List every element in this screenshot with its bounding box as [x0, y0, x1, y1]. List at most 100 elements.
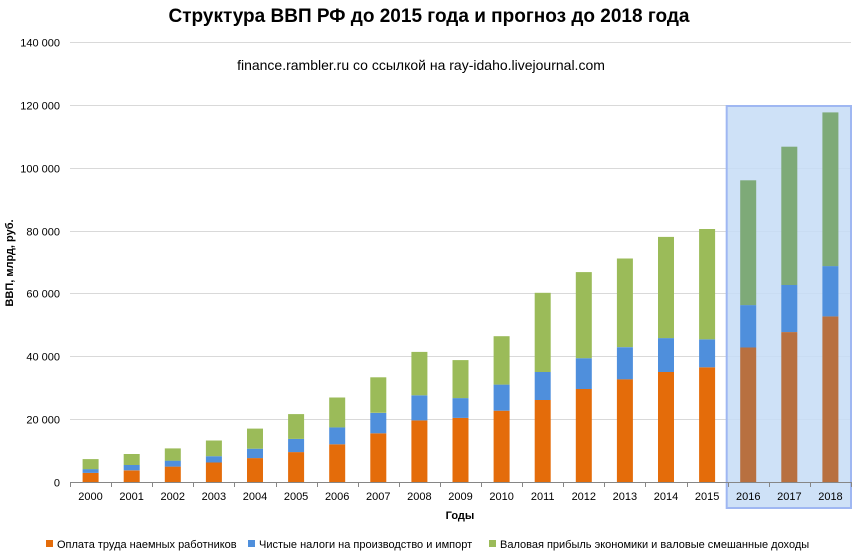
y-tick-label: 100 000 — [20, 164, 60, 176]
x-tick-label: 2013 — [613, 491, 637, 503]
bar-segment — [452, 398, 469, 418]
bar-segment — [247, 428, 263, 449]
bars-layer — [82, 112, 839, 482]
chart-title: Структура ВВП РФ до 2015 года и прогноз … — [169, 6, 690, 27]
bar-segment — [740, 180, 757, 306]
bar-segment — [699, 229, 716, 340]
bar-segment — [822, 316, 839, 482]
bar-segment — [740, 305, 757, 348]
bar-segment — [534, 372, 551, 400]
bar-segment — [288, 438, 305, 453]
bar-segment — [822, 112, 839, 267]
bar-segment — [82, 469, 99, 473]
x-tick-label: 2008 — [407, 491, 431, 503]
legend-item: Оплата труда наемных работников — [46, 539, 237, 551]
bar-segment — [781, 284, 798, 332]
legend-swatch — [46, 540, 53, 547]
y-tick-label: 0 — [54, 478, 60, 490]
bar-segment — [82, 472, 99, 482]
bar-segment — [247, 458, 263, 482]
bar-segment — [329, 444, 346, 482]
legend-label: Чистые налоги на производство и импорт — [259, 539, 472, 551]
bar-segment — [329, 397, 346, 428]
bar-segment — [288, 414, 305, 439]
grid-layer — [70, 42, 851, 483]
bar-segment — [411, 420, 428, 482]
bar-segment — [452, 360, 469, 399]
y-tick-label: 80 000 — [26, 227, 60, 239]
x-tick-label: 2014 — [654, 491, 678, 503]
legend-label: Оплата труда наемных работников — [57, 539, 237, 551]
bar-segment — [370, 377, 387, 413]
x-tick-label: 2006 — [325, 491, 349, 503]
bar-segment — [658, 338, 674, 372]
bar-segment — [205, 440, 222, 457]
x-tick-label: 2009 — [448, 491, 472, 503]
bar-segment — [370, 433, 387, 482]
bar-segment — [493, 336, 510, 385]
x-axis-title: Годы — [446, 510, 475, 522]
y-tick-label: 20 000 — [26, 415, 60, 427]
bar-segment — [164, 466, 181, 482]
bar-segment — [370, 412, 387, 434]
x-tick-label: 2003 — [202, 491, 226, 503]
legend-item: Чистые налоги на производство и импорт — [248, 539, 472, 551]
bar-segment — [123, 454, 140, 465]
bar-segment — [164, 448, 181, 461]
bar-segment — [781, 146, 798, 285]
x-tick-label: 2018 — [818, 491, 842, 503]
bar-segment — [781, 332, 798, 482]
bar-segment — [699, 367, 716, 482]
bar-segment — [575, 272, 592, 359]
legend-swatch — [489, 540, 496, 547]
bar-segment — [247, 448, 263, 459]
bar-segment — [493, 384, 510, 411]
bar-segment — [658, 372, 674, 482]
bar-segment — [658, 236, 674, 339]
x-tick-label: 2011 — [531, 491, 555, 503]
y-tick-label: 140 000 — [20, 38, 60, 50]
bar-segment — [822, 266, 839, 317]
bar-segment — [411, 395, 428, 421]
x-tick-label: 2007 — [366, 491, 390, 503]
chart-subtitle: finance.rambler.ru со ссылкой на ray-ida… — [237, 57, 605, 73]
bar-segment — [123, 465, 140, 471]
y-axis-title: ВВП, млрд, руб. — [4, 219, 16, 306]
axis-layer: 0 20 000 40 000 60 000 80 000 100 000 120 000 1… — [20, 38, 852, 503]
bar-segment — [699, 339, 716, 368]
bar-segment — [575, 389, 592, 482]
x-tick-label: 2004 — [243, 491, 267, 503]
bar-segment — [616, 347, 633, 380]
bar-segment — [288, 452, 305, 482]
bar-segment — [740, 347, 757, 482]
bar-segment — [616, 379, 633, 482]
y-tick-label: 60 000 — [26, 289, 60, 301]
x-tick-label: 2005 — [284, 491, 308, 503]
y-tick-label: 40 000 — [26, 352, 60, 364]
bar-segment — [205, 462, 222, 482]
x-tick-label: 2002 — [161, 491, 185, 503]
legend: Оплата труда наемных работников Чистые на… — [46, 539, 809, 551]
bar-segment — [164, 460, 181, 467]
legend-label: Валовая прибыль экономики и валовые смеш… — [500, 539, 809, 551]
bar-segment — [411, 351, 428, 396]
bar-segment — [616, 258, 633, 348]
bar-segment — [329, 427, 346, 445]
bar-segment — [493, 410, 510, 482]
x-tick-label: 2010 — [489, 491, 513, 503]
x-tick-label: 2015 — [695, 491, 719, 503]
x-tick-label: 2012 — [572, 491, 596, 503]
bar-segment — [205, 456, 222, 463]
legend-swatch — [248, 540, 255, 547]
bar-segment — [452, 417, 469, 482]
bar-segment — [534, 292, 551, 372]
y-tick-label: 120 000 — [20, 101, 60, 113]
x-tick-label: 2016 — [736, 491, 760, 503]
x-tick-label: 2001 — [119, 491, 143, 503]
bar-segment — [575, 358, 592, 389]
bar-segment — [123, 470, 140, 482]
legend-item: Валовая прибыль экономики и валовые смеш… — [489, 539, 809, 551]
x-tick-label: 2000 — [78, 491, 102, 503]
